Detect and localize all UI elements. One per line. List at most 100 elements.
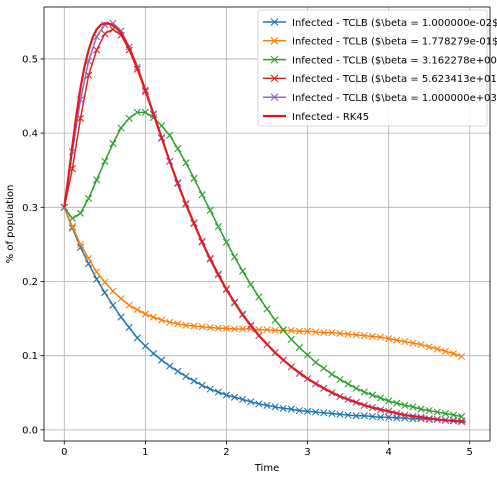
legend-label: Infected - TCLB ($\beta = 3.162278e+00$): [292, 55, 497, 66]
plot-frame: [43, 6, 491, 442]
data-point: [360, 332, 368, 340]
data-point: [336, 329, 344, 338]
data-point: [101, 157, 109, 165]
data-point: [441, 347, 449, 355]
data-point: [239, 267, 247, 275]
legend-entry: Infected - RK45: [263, 112, 369, 123]
series-line-2: [63, 111, 462, 418]
legend-marker: [270, 18, 279, 26]
data-point: [149, 349, 158, 358]
data-point: [336, 410, 344, 418]
legend-marker: [270, 36, 279, 45]
data-point: [287, 326, 295, 335]
data-point: [295, 343, 304, 352]
data-point: [68, 223, 76, 231]
data-point: [214, 388, 222, 396]
data-point: [166, 362, 174, 370]
data-point: [328, 409, 336, 418]
x-tick-label: 1: [142, 447, 148, 458]
data-point: [109, 301, 117, 309]
data-point: [433, 408, 441, 416]
y-ticks: 0.0 0.1 0.2 0.3 0.4 0.5: [22, 54, 44, 436]
data-point: [117, 124, 125, 132]
legend-frame: [257, 9, 488, 127]
data-point: [344, 411, 352, 419]
data-point: [320, 329, 328, 337]
data-point: [125, 114, 133, 122]
data-point: [295, 327, 304, 335]
data-point: [409, 403, 417, 411]
data-point: [441, 409, 449, 418]
data-point: [182, 321, 190, 329]
legend-entry: Infected - TCLB ($\beta = 1.000000e+03$): [263, 93, 497, 104]
data-point: [409, 339, 417, 347]
data-point: [182, 372, 190, 381]
data-point: [263, 305, 271, 313]
data-point: [125, 323, 133, 332]
data-point: [125, 301, 133, 309]
x-axis-label: Time: [254, 463, 279, 474]
data-point: [141, 310, 149, 318]
data-point: [174, 320, 182, 328]
data-point: [157, 356, 166, 364]
data-point: [230, 253, 239, 261]
data-point: [85, 194, 93, 202]
x-tick-label: 3: [304, 447, 310, 458]
data-point: [239, 395, 247, 404]
data-point: [393, 399, 401, 407]
data-point: [344, 380, 352, 388]
data-point: [222, 324, 231, 332]
data-point: [449, 411, 458, 419]
data-point: [449, 349, 458, 358]
data-point: [352, 331, 360, 339]
data-point: [76, 240, 85, 248]
data-point: [230, 325, 239, 333]
data-point: [198, 191, 206, 199]
data-point: [368, 391, 377, 399]
data-point: [271, 316, 279, 324]
data-point: [198, 323, 206, 331]
data-point: [279, 326, 287, 334]
data-point: [320, 364, 328, 372]
y-tick-label: 0.2: [22, 277, 38, 288]
data-point: [344, 330, 352, 338]
data-point: [109, 139, 117, 148]
data-point: [68, 214, 76, 223]
data-point: [117, 294, 125, 303]
data-point: [401, 337, 409, 346]
legend-label: Infected - TCLB ($\beta = 1.000000e+03$): [292, 93, 497, 104]
data-point: [117, 27, 125, 35]
data-point: [328, 329, 336, 337]
x-tick-label: 5: [467, 447, 473, 458]
data-point: [263, 401, 271, 409]
data-point: [303, 327, 312, 335]
x-tick-label: 4: [385, 447, 391, 458]
data-point: [93, 176, 101, 184]
legend-marker: [270, 93, 279, 102]
data-point: [190, 322, 198, 330]
data-point: [206, 385, 214, 393]
data-point: [336, 375, 344, 384]
data-point: [376, 394, 385, 402]
data-point: [417, 340, 425, 349]
data-point: [271, 403, 279, 411]
data-point: [385, 397, 393, 405]
data-point: [255, 400, 263, 408]
data-point: [149, 313, 158, 321]
data-point: [368, 332, 377, 340]
series-line-rk45: [63, 22, 466, 423]
data-point: [328, 370, 336, 378]
data-point: [376, 333, 385, 341]
data-point: [401, 401, 409, 409]
data-point: [166, 131, 174, 139]
data-point: [303, 351, 312, 359]
data-point: [352, 384, 360, 392]
data-point: [312, 408, 320, 416]
data-point: [287, 335, 295, 343]
legend-entry: Infected - TCLB ($\beta = 1.778279e-01$): [263, 37, 497, 48]
data-point: [182, 159, 190, 167]
legend-label: Infected - TCLB ($\beta = 1.778279e-01$): [292, 37, 497, 48]
data-point: [312, 328, 320, 336]
data-point: [76, 209, 85, 217]
legend-marker: [270, 55, 279, 64]
